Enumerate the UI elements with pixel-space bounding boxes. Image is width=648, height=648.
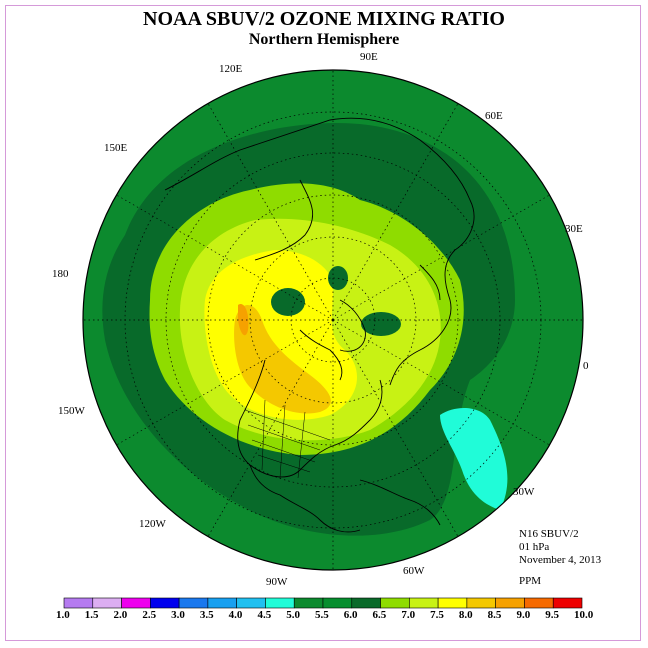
colorbar-swatch (236, 597, 266, 609)
meridian-line (207, 103, 334, 321)
contour-4.5 (440, 408, 508, 510)
colorbar-tick-label: 6.5 (372, 609, 387, 621)
colorbar-tick-label: 1.0 (56, 609, 70, 621)
meridians (83, 70, 583, 570)
colorbar-tick-label: 5.0 (286, 609, 300, 621)
meridian-line (116, 319, 334, 446)
lon-label-90e: 90E (360, 51, 378, 63)
political-boundaries (244, 399, 331, 479)
colorbar-swatch (322, 597, 353, 609)
low-cell-west (271, 288, 305, 316)
colorbar-tick-label: 6.0 (343, 609, 358, 621)
contour-8.0 (238, 304, 249, 336)
meridian-line (332, 319, 459, 537)
pressure-level-label: 01 hPa (519, 541, 550, 553)
lon-label-60w: 60W (403, 565, 425, 577)
map-subtitle: Northern Hemisphere (248, 31, 400, 48)
coastlines (164, 117, 475, 533)
meridian-line (332, 194, 550, 321)
lon-label-30e: 30E (565, 223, 583, 235)
colorbar-swatch (552, 597, 583, 609)
lon-label-30w: 30W (513, 486, 535, 498)
colorbar-swatch (380, 597, 410, 609)
colorbar-swatch (121, 597, 151, 609)
units-label: PPM (519, 575, 542, 587)
colorbar-tick-label: 9.5 (545, 609, 559, 621)
colorbar-tick-label: 3.0 (171, 609, 185, 621)
colorbar-tick-label: 3.5 (199, 609, 214, 621)
colorbar-tick-label: 2.5 (142, 609, 157, 621)
colorbar-tick-label: 1.5 (84, 609, 99, 621)
colorbar-tick-label: 4.0 (228, 609, 243, 621)
satellite-label: N16 SBUV/2 (519, 528, 579, 540)
colorbar-tick-label: 8.5 (487, 609, 502, 621)
colorbar-tick-label: 9.0 (516, 609, 531, 621)
colorbar-swatch (466, 597, 496, 609)
colorbar-tick-label: 7.0 (401, 609, 416, 621)
colorbar-swatch (524, 597, 554, 609)
contour-7.5 (234, 305, 331, 414)
colorbar-tick-label: 4.5 (257, 609, 272, 621)
colorbar-tick-label: 5.5 (315, 609, 329, 621)
colorbar-swatch (409, 597, 439, 609)
low-cell-east (361, 312, 401, 336)
colorbar-swatch (150, 597, 180, 609)
colorbar-tick-label: 2.0 (113, 609, 128, 621)
colorbar-swatch (207, 597, 237, 609)
colorbar-swatch (178, 597, 209, 609)
colorbar-swatch (265, 597, 295, 609)
meridian-line (116, 194, 334, 321)
meridian-line (332, 103, 459, 321)
colorbar-tick-label: 8.0 (458, 609, 473, 621)
map-boundary (82, 69, 584, 571)
lon-label-120w: 120W (139, 518, 166, 530)
colorbar-swatches (63, 597, 583, 609)
lon-label-150e: 150E (104, 142, 128, 154)
lon-label-90w: 90W (266, 576, 288, 588)
lon-label-150w: 150W (58, 405, 85, 417)
colorbar-swatch (351, 597, 381, 609)
colorbar-tick-label: 10.0 (574, 609, 594, 621)
meridian-line (207, 319, 334, 537)
meridian-line (332, 319, 550, 446)
lon-label-180: 180 (52, 268, 69, 280)
contour-7.0 (204, 250, 357, 420)
colorbar-tick-label: 7.5 (430, 609, 444, 621)
colorbar-swatch (92, 597, 122, 609)
colorbar-swatch (437, 597, 468, 609)
figure-frame (5, 5, 641, 641)
colorbar-swatch (293, 597, 324, 609)
colorbar-swatch (495, 597, 525, 609)
date-label: November 4, 2013 (519, 554, 602, 566)
lon-label-60e: 60E (485, 110, 503, 122)
map-title: NOAA SBUV/2 OZONE MIXING RATIO (143, 8, 505, 30)
lon-label-120e: 120E (219, 63, 243, 75)
colorbar-swatch (63, 597, 94, 609)
lon-label-0: 0 (583, 360, 589, 372)
